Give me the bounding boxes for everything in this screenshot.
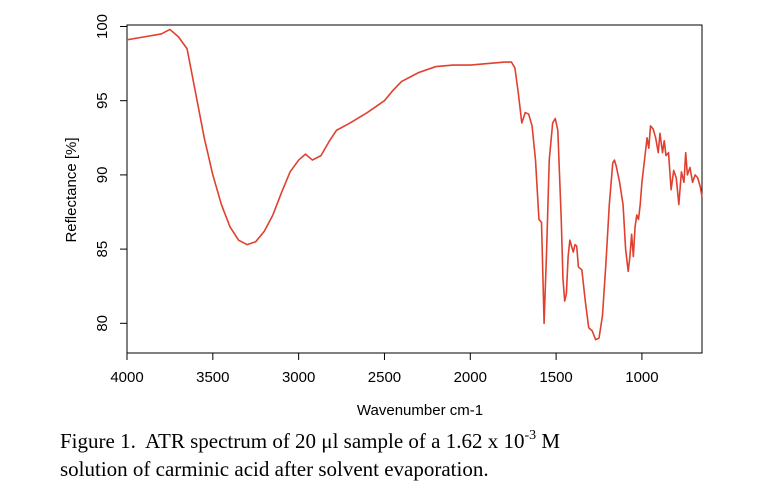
- y-tick-label: 85: [94, 241, 111, 258]
- y-tick-label: 80: [94, 315, 111, 332]
- x-tick-label: 3000: [282, 369, 315, 386]
- x-tick-label: 2500: [368, 369, 401, 386]
- spectrum-line: [126, 28, 703, 341]
- caption: Figure 1. ATR spectrum of 20 μl sample o…: [60, 428, 560, 453]
- y-tick-label: 100: [94, 14, 111, 39]
- caption-sup: -3: [524, 428, 536, 443]
- y-axis-label: Reflectance [%]: [63, 137, 80, 242]
- x-tick-label: 3500: [196, 369, 229, 386]
- x-tick-label: 2000: [454, 369, 487, 386]
- y-tick-label: 95: [94, 92, 111, 109]
- caption-text: Figure 1. ATR spectrum of 20 μl sample o…: [60, 429, 524, 453]
- caption-text: solution of carminic acid after solvent …: [60, 457, 489, 481]
- caption-text: M: [536, 429, 560, 453]
- plot-frame: [126, 24, 703, 354]
- x-tick-label: 1000: [625, 369, 658, 386]
- x-tick-label: 4000: [110, 369, 143, 386]
- x-tick-label: 1500: [539, 369, 572, 386]
- x-axis-label: Wavenumber cm-1: [357, 402, 483, 419]
- y-tick-label: 90: [94, 167, 111, 184]
